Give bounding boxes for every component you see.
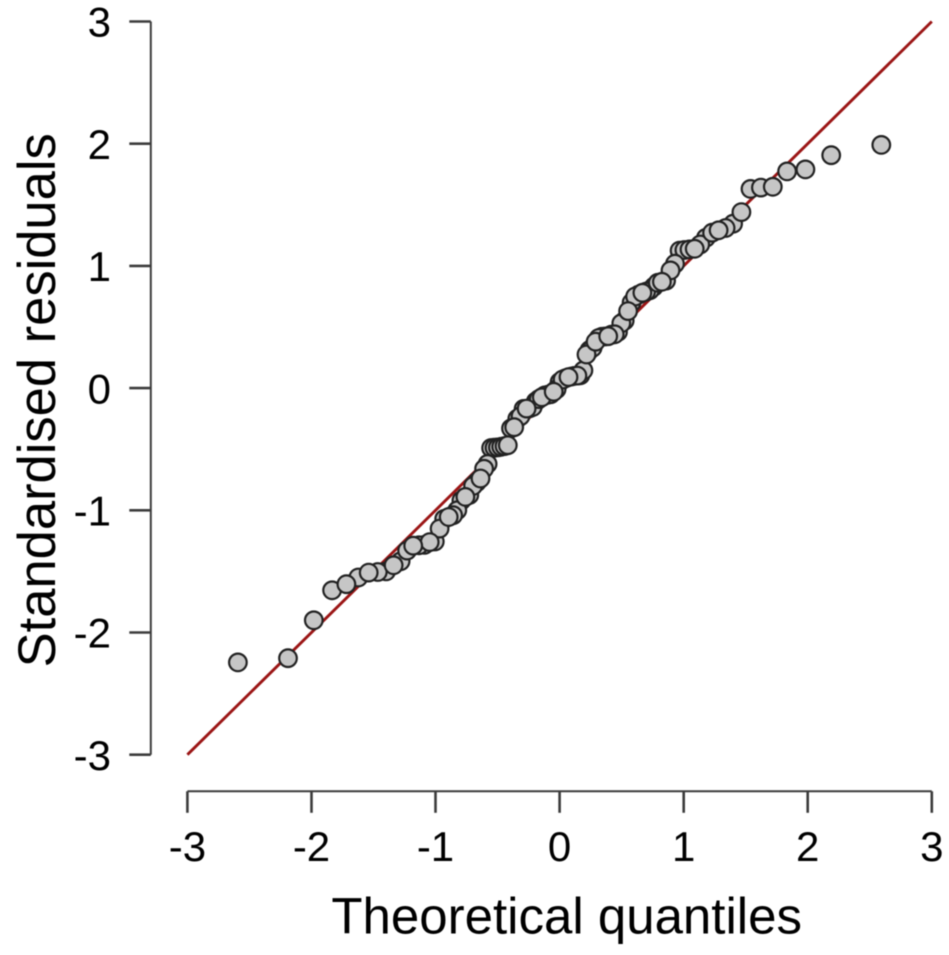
svg-text:0: 0 [548, 823, 571, 870]
svg-text:-1: -1 [417, 823, 454, 870]
svg-text:3: 3 [920, 823, 943, 870]
svg-text:Theoretical quantiles: Theoretical quantiles [331, 888, 802, 945]
svg-text:-3: -3 [169, 823, 206, 870]
svg-text:-3: -3 [74, 732, 111, 779]
svg-text:2: 2 [88, 121, 111, 168]
svg-text:-1: -1 [74, 488, 111, 535]
svg-text:0: 0 [88, 365, 111, 412]
svg-text:-2: -2 [74, 610, 111, 657]
svg-text:1: 1 [672, 823, 695, 870]
svg-text:2: 2 [796, 823, 819, 870]
svg-text:1: 1 [88, 243, 111, 290]
svg-text:3: 3 [88, 0, 111, 46]
svg-text:Standardised residuals: Standardised residuals [8, 133, 67, 667]
svg-text:-2: -2 [293, 823, 330, 870]
